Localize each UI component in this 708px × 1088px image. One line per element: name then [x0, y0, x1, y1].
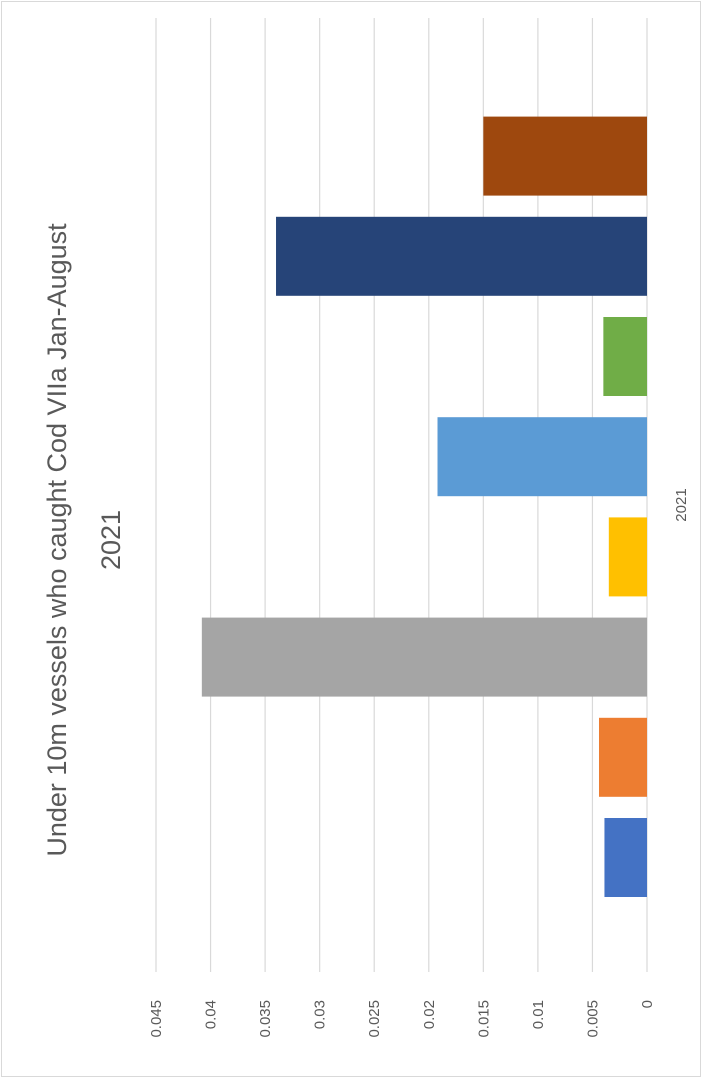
bar [201, 617, 647, 697]
category-label: 2021 [673, 488, 690, 521]
bars [201, 116, 647, 897]
value-axis-tick-labels: 0 0.005 0.01 0.015 0.02 0.025 0.03 0.035 0.04 0.0… [148, 1000, 656, 1038]
tick-label: 0.005 [584, 1000, 601, 1038]
bar [437, 417, 647, 497]
bar [276, 216, 647, 296]
title-line: Under 10m vessels who caught Cod VIIa Ja… [42, 223, 72, 857]
chart-title: Under 10m vessels who caught Cod VIIa Ja… [42, 223, 126, 857]
tick-label: 0.04 [203, 1000, 220, 1029]
bar [483, 116, 647, 196]
tick-label: 0.03 [312, 1000, 329, 1029]
tick-label: 0.02 [421, 1000, 438, 1029]
tick-label: 0.025 [366, 1000, 383, 1038]
tick-label: 0.01 [530, 1000, 547, 1029]
bar [598, 717, 647, 797]
tick-label: 0.035 [257, 1000, 274, 1038]
bar [603, 317, 647, 396]
tick-label: 0.015 [475, 1000, 492, 1038]
bar [604, 818, 647, 897]
bar [608, 517, 647, 597]
tick-label: 0.045 [148, 1000, 165, 1038]
tick-label: 0 [639, 1000, 656, 1008]
title-line: 2021 [96, 510, 126, 570]
